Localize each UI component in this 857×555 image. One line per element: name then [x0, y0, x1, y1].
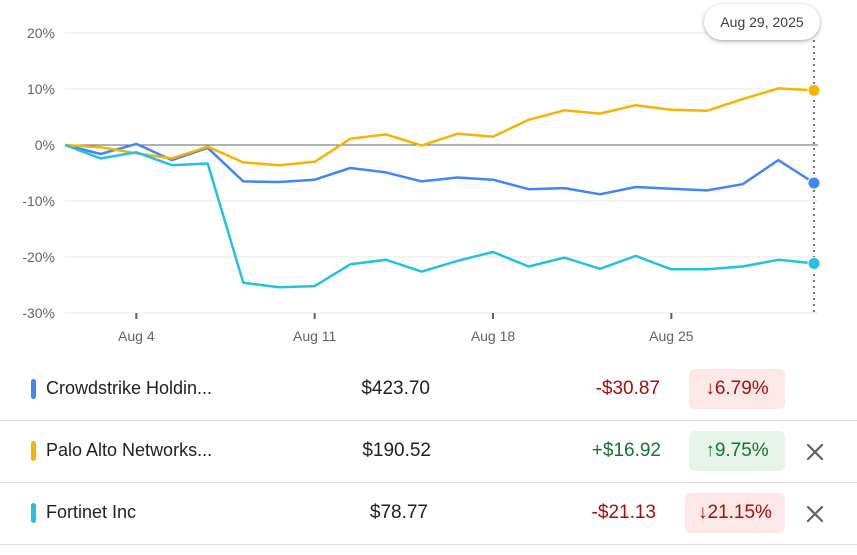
percent-change-value: 6.79%	[714, 378, 769, 399]
list-item-fortinet[interactable]: Fortinet Inc $78.77 -$21.13 ↓ 21.15%	[0, 483, 857, 545]
percent-change-value: 9.75%	[714, 440, 769, 461]
series-color-swatch	[31, 379, 36, 399]
percent-change-badge: ↓ 21.15%	[685, 493, 785, 533]
hover-date-tooltip: Aug 29, 2025	[704, 4, 820, 40]
percent-change-badge: ↑ 9.75%	[689, 431, 785, 471]
y-tick-label: 0%	[35, 137, 55, 153]
y-tick-label: -20%	[22, 249, 55, 265]
remove-close-icon[interactable]	[804, 503, 826, 525]
series-line-1	[64, 87, 815, 167]
y-tick-label: -10%	[22, 193, 55, 209]
y-tick-label: 20%	[27, 25, 55, 41]
stock-name: Crowdstrike Holdin...	[46, 378, 213, 398]
stock-name: Palo Alto Networks...	[46, 440, 213, 460]
series-end-point	[807, 256, 821, 270]
price-change: +$16.92	[591, 440, 661, 461]
series-end-point	[807, 83, 821, 97]
series-color-swatch	[31, 441, 36, 461]
stock-price: $78.77	[369, 502, 428, 523]
arrow-up-icon: ↑	[705, 440, 715, 461]
price-change: -$30.87	[595, 378, 660, 399]
series-end-point	[807, 176, 821, 190]
comparison-line-chart: 20% 10% 0% -10% -20% -30% Aug 4 Aug 11 Aug 18 Aug…	[22, 25, 821, 344]
y-tick-label: 10%	[27, 81, 55, 97]
percent-change-badge: ↓ 6.79%	[689, 369, 785, 409]
stock-price: $190.52	[362, 440, 431, 461]
stock-name: Fortinet Inc	[46, 502, 137, 522]
remove-close-icon[interactable]	[804, 441, 826, 463]
comparison-list: Crowdstrike Holdin... $423.70 -$30.87 ↓ 6…	[0, 359, 857, 545]
x-tick-label: Aug 18	[471, 328, 516, 344]
arrow-down-icon: ↓	[698, 502, 708, 523]
series-color-swatch	[31, 503, 36, 523]
x-tick-label: Aug 25	[649, 328, 694, 344]
x-tick-label: Aug 11	[293, 328, 337, 344]
list-item-palo-alto[interactable]: Palo Alto Networks... $190.52 +$16.92 ↑ 9…	[0, 421, 857, 483]
stock-price: $423.70	[361, 378, 430, 399]
list-item-crowdstrike[interactable]: Crowdstrike Holdin... $423.70 -$30.87 ↓ 6…	[0, 359, 857, 421]
series-line-0	[64, 142, 815, 196]
series-line-2	[64, 143, 815, 289]
x-tick-label: Aug 4	[118, 328, 155, 344]
y-tick-label: -30%	[22, 305, 55, 321]
price-change: -$21.13	[591, 502, 656, 523]
percent-change-value: 21.15%	[707, 502, 772, 523]
arrow-down-icon: ↓	[705, 378, 715, 399]
